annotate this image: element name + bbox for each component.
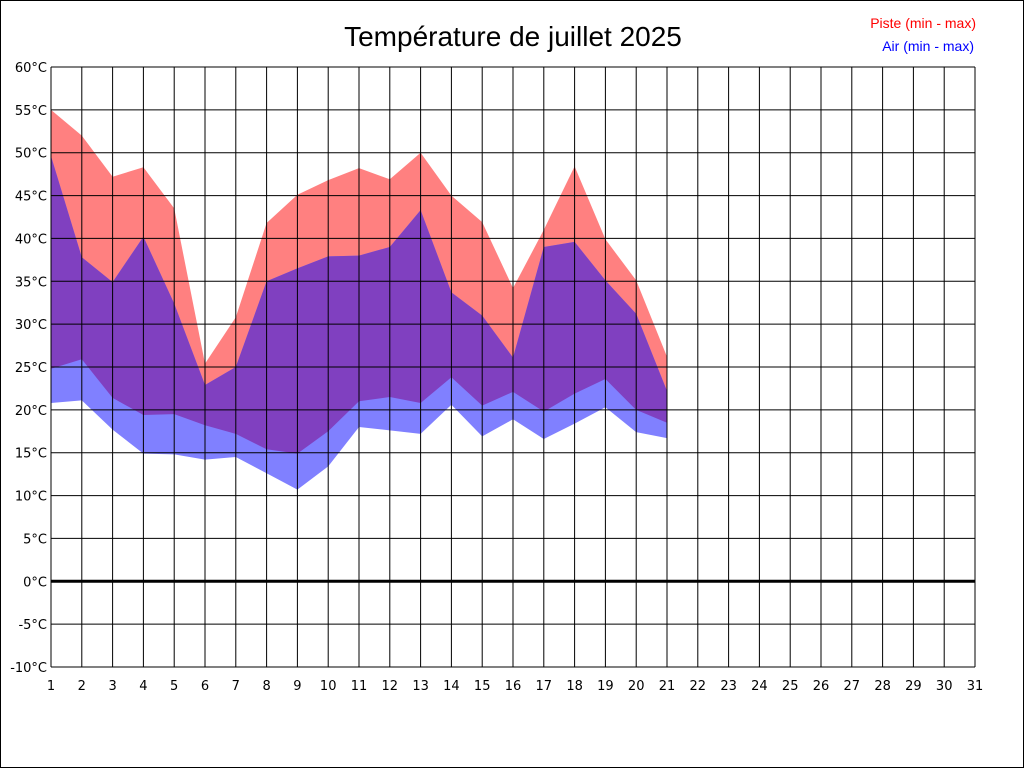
x-tick-label: 14 — [443, 679, 460, 694]
x-tick-label: 9 — [293, 679, 301, 694]
x-tick-label: 12 — [382, 679, 399, 694]
x-tick-label: 17 — [536, 679, 553, 694]
x-tick-label: 5 — [170, 679, 178, 694]
x-axis-labels: 1 2 3 4 5 6 7 8 9 10 11 12 13 14 15 16 17 18 19 20 21 22 23 24 2… — [47, 679, 983, 694]
x-tick-label: 10 — [320, 679, 337, 694]
y-tick-label: 30°C — [15, 318, 47, 333]
y-tick-label: -10°C — [10, 661, 47, 676]
x-tick-label: 29 — [905, 679, 922, 694]
legend-piste: Piste (min - max) — [870, 15, 976, 31]
x-tick-label: 23 — [720, 679, 737, 694]
x-tick-label: 15 — [474, 679, 491, 694]
x-tick-label: 6 — [201, 679, 209, 694]
x-tick-label: 2 — [78, 679, 86, 694]
x-tick-label: 27 — [844, 679, 861, 694]
x-tick-label: 20 — [628, 679, 645, 694]
x-tick-label: 7 — [232, 679, 240, 694]
y-tick-label: 20°C — [15, 404, 47, 419]
y-tick-label: -5°C — [18, 618, 47, 633]
chart-title: Température de juillet 2025 — [344, 21, 682, 52]
x-tick-label: 26 — [813, 679, 830, 694]
grid-lines — [50, 66, 976, 668]
x-tick-label: 3 — [108, 679, 116, 694]
y-tick-label: 10°C — [15, 490, 47, 505]
y-tick-label: 50°C — [15, 147, 47, 162]
y-tick-label: 40°C — [15, 232, 47, 247]
y-tick-label: 15°C — [15, 447, 47, 462]
x-tick-label: 25 — [782, 679, 799, 694]
x-tick-label: 4 — [139, 679, 147, 694]
x-tick-label: 16 — [505, 679, 522, 694]
x-tick-label: 19 — [597, 679, 614, 694]
y-tick-label: 0°C — [23, 575, 47, 590]
y-tick-label: 35°C — [15, 275, 47, 290]
y-tick-label: 55°C — [15, 104, 47, 119]
x-tick-label: 31 — [967, 679, 984, 694]
x-tick-label: 22 — [690, 679, 707, 694]
x-tick-label: 11 — [351, 679, 368, 694]
x-tick-label: 21 — [659, 679, 676, 694]
y-tick-label: 25°C — [15, 361, 47, 376]
x-tick-label: 18 — [566, 679, 583, 694]
x-tick-label: 28 — [874, 679, 891, 694]
x-tick-label: 30 — [936, 679, 953, 694]
y-tick-label: 45°C — [15, 190, 47, 205]
x-tick-label: 13 — [412, 679, 429, 694]
x-tick-label: 8 — [262, 679, 270, 694]
x-tick-label: 1 — [47, 679, 55, 694]
y-tick-label: 5°C — [23, 532, 47, 547]
y-axis-labels: 60°C 55°C 50°C 45°C 40°C 35°C 30°C 25°C 20°C 15°C… — [10, 61, 47, 676]
y-tick-label: 60°C — [15, 61, 47, 76]
legend-air: Air (min - max) — [882, 38, 974, 54]
x-tick-label: 24 — [751, 679, 768, 694]
